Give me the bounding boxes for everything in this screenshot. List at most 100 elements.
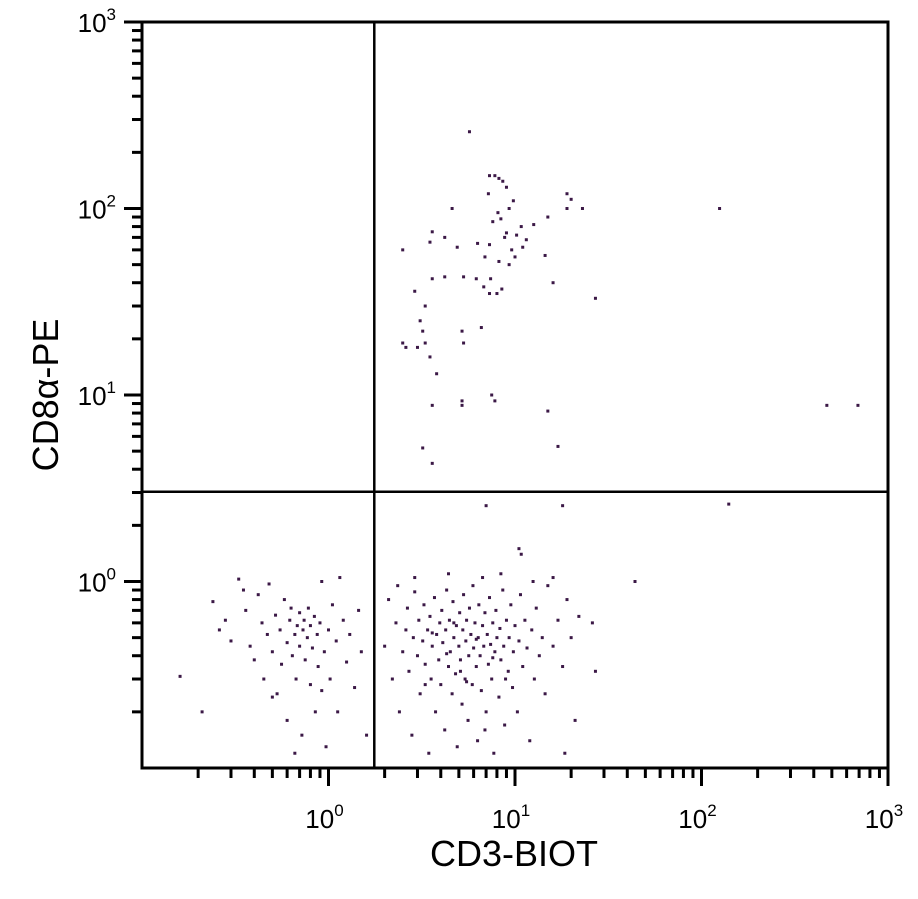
data-point: [387, 598, 391, 602]
data-point: [470, 683, 474, 687]
data-point: [466, 718, 470, 722]
data-point: [417, 618, 421, 622]
data-point: [467, 654, 471, 658]
data-point: [515, 710, 519, 714]
plot-frame: [140, 20, 890, 770]
data-point: [551, 576, 555, 580]
data-point: [507, 636, 511, 640]
data-point: [270, 695, 274, 699]
data-point: [515, 233, 519, 237]
data-point: [464, 639, 468, 643]
data-point: [580, 207, 584, 210]
data-point: [493, 399, 497, 403]
data-point: [390, 677, 394, 681]
data-point: [423, 662, 427, 666]
data-point: [357, 608, 361, 612]
data-point: [461, 628, 465, 632]
data-point: [448, 650, 452, 654]
data-point: [252, 658, 256, 662]
data-point: [486, 192, 490, 196]
data-point: [322, 650, 326, 654]
data-point: [267, 582, 271, 586]
data-point: [430, 631, 434, 635]
data-point: [465, 618, 469, 622]
data-point: [359, 650, 363, 654]
data-point: [501, 179, 505, 183]
data-point: [561, 504, 565, 508]
data-point: [488, 174, 492, 178]
data-point: [499, 658, 503, 662]
data-point: [421, 329, 425, 333]
data-point: [421, 639, 425, 643]
data-point: [415, 654, 419, 658]
data-point: [460, 329, 464, 333]
data-point: [454, 672, 458, 676]
data-point: [439, 683, 443, 687]
data-point: [463, 677, 467, 681]
data-point: [518, 593, 522, 597]
data-point: [447, 618, 451, 622]
data-point: [418, 692, 422, 696]
data-point: [244, 608, 248, 612]
data-point: [494, 608, 498, 612]
data-point: [491, 621, 495, 625]
data-point: [524, 238, 528, 242]
data-point: [477, 603, 481, 607]
data-point: [315, 632, 319, 636]
data-point: [430, 403, 434, 407]
data-point: [401, 341, 405, 345]
data-point: [341, 618, 345, 622]
data-point: [488, 596, 492, 600]
data-point: [546, 584, 550, 588]
data-point: [483, 728, 487, 732]
data-point: [482, 644, 486, 648]
data-point: [443, 728, 447, 732]
data-point: [457, 644, 461, 648]
data-point: [499, 217, 503, 221]
data-point: [413, 289, 417, 293]
data-point: [472, 646, 476, 650]
data-point: [383, 644, 387, 648]
data-point: [407, 669, 411, 673]
data-point: [460, 403, 464, 407]
data-point: [478, 654, 482, 658]
x-tick-label: 102: [678, 801, 716, 834]
data-point: [474, 277, 478, 281]
data-point: [455, 745, 459, 749]
data-point: [476, 739, 480, 743]
data-point: [455, 245, 459, 249]
data-point: [532, 223, 536, 227]
data-point: [565, 207, 569, 210]
data-point: [265, 632, 269, 636]
data-point: [490, 677, 494, 681]
data-point: [493, 650, 497, 654]
data-point: [495, 292, 499, 296]
data-point: [447, 665, 451, 669]
data-point: [270, 650, 274, 654]
data-point: [474, 637, 478, 641]
data-point: [479, 326, 483, 330]
data-point: [593, 669, 597, 673]
data-point: [476, 241, 480, 245]
data-point: [502, 644, 506, 648]
data-point: [498, 626, 502, 630]
data-point: [504, 185, 508, 189]
data-point: [308, 683, 312, 687]
data-point: [320, 689, 324, 693]
data-point: [543, 692, 547, 696]
data-point: [506, 669, 510, 673]
data-point: [511, 199, 515, 203]
data-point: [517, 639, 521, 643]
data-point: [471, 584, 475, 588]
y-tick-label: 102: [78, 192, 116, 225]
data-point: [593, 296, 597, 300]
data-point: [396, 584, 400, 588]
data-point: [551, 644, 555, 648]
x-tick-label: 100: [305, 801, 343, 834]
data-point: [430, 230, 434, 234]
data-point: [450, 207, 454, 210]
data-point: [308, 624, 312, 628]
data-point: [546, 215, 550, 219]
data-point: [452, 636, 456, 640]
